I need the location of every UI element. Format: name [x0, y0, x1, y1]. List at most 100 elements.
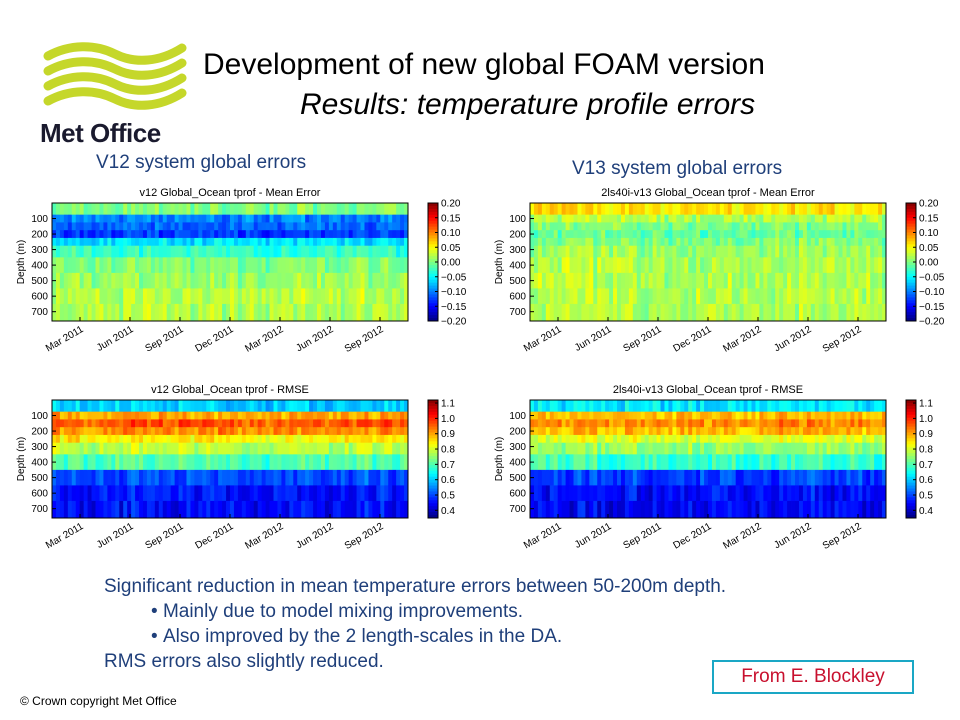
heatmap-cell: [317, 427, 322, 436]
heatmap-cell: [360, 230, 365, 239]
heatmap-cell: [364, 288, 369, 305]
heatmap-cell: [593, 237, 598, 247]
heatmap-cell: [771, 469, 776, 486]
colorbar-segment: [906, 318, 916, 322]
heatmap-cell: [577, 303, 582, 322]
colorbar-segment: [906, 411, 916, 416]
heatmap-cell: [553, 222, 559, 231]
heatmap-cell: [783, 427, 788, 436]
heatmap-cell: [620, 500, 626, 519]
colorbar-tick-label: 0.7: [919, 460, 933, 471]
heatmap-cell: [822, 427, 828, 436]
heatmap-cell: [281, 214, 286, 223]
heatmap-cell: [850, 427, 855, 436]
heatmap-cell: [708, 230, 713, 239]
heatmap-cell: [569, 434, 574, 444]
heatmap-cell: [751, 442, 756, 455]
heatmap-cell: [348, 237, 354, 247]
heatmap-cell: [123, 485, 128, 502]
heatmap-cell: [210, 469, 215, 486]
chart-title: v12 Global_Ocean tprof - Mean Error: [140, 187, 321, 199]
heatmap-cell: [368, 237, 373, 247]
heatmap-cell: [636, 419, 642, 428]
heatmap-cell: [202, 203, 207, 216]
heatmap-cell: [549, 434, 555, 444]
heatmap-cell: [846, 469, 851, 486]
heatmap-cell: [396, 222, 401, 231]
heatmap-cell: [194, 214, 199, 223]
heatmap-cell: [309, 222, 314, 231]
heatmap-cell: [107, 237, 112, 247]
heatmap-cell: [664, 222, 669, 231]
heatmap-cell: [218, 469, 223, 486]
heatmap-cell: [565, 257, 570, 274]
heatmap-cell: [842, 245, 847, 258]
heatmap-cell: [233, 469, 239, 486]
heatmap-cell: [802, 434, 808, 444]
heatmap-cell: [866, 442, 871, 455]
heatmap-cell: [862, 419, 867, 428]
heatmap-cell: [601, 454, 606, 471]
heatmap-cell: [561, 434, 566, 444]
heatmap-cell: [340, 257, 346, 274]
heatmap-cell: [182, 411, 187, 420]
heatmap-cell: [795, 411, 800, 420]
heatmap-cell: [127, 442, 132, 455]
heatmap-cell: [170, 500, 176, 519]
heatmap-cell: [723, 237, 729, 247]
heatmap-cell: [75, 400, 81, 413]
heatmap-cell: [810, 434, 816, 444]
heatmap-cell: [537, 411, 543, 420]
x-tick-label: Jun 2012: [294, 521, 336, 551]
heatmap-cell: [830, 411, 835, 420]
heatmap-cell: [380, 303, 385, 322]
heatmap-cell: [119, 214, 124, 223]
heatmap-cell: [368, 214, 373, 223]
heatmap-cell: [123, 500, 128, 519]
heatmap-cell: [281, 454, 286, 471]
heatmap-cell: [245, 419, 251, 428]
colorbar-segment: [906, 423, 916, 428]
heatmap-cell: [652, 485, 657, 502]
heatmap-cell: [285, 222, 290, 231]
heatmap-cell: [557, 469, 563, 486]
heatmap-cell: [404, 214, 409, 223]
heatmap-cell: [281, 237, 286, 247]
heatmap-cell: [237, 485, 243, 502]
heatmap-cell: [818, 288, 824, 305]
heatmap-cell: [289, 257, 294, 274]
heatmap-cell: [115, 469, 120, 486]
heatmap-cell: [150, 230, 156, 239]
heatmap-cell: [617, 288, 622, 305]
heatmap-cell: [771, 485, 776, 502]
heatmap-cell: [154, 419, 160, 428]
heatmap-cell: [605, 442, 610, 455]
heatmap-cell: [763, 400, 768, 413]
heatmap-cell: [640, 500, 646, 519]
heatmap-cell: [723, 442, 729, 455]
heatmap-cell: [696, 411, 701, 420]
heatmap-cell: [719, 442, 725, 455]
heatmap-cell: [55, 257, 61, 274]
heatmap-cell: [348, 230, 354, 239]
heatmap-cell: [810, 442, 816, 455]
heatmap-cell: [174, 230, 179, 239]
heatmap-cell: [198, 442, 203, 455]
heatmap-cell: [269, 500, 274, 519]
heatmap-cell: [352, 222, 357, 231]
heatmap-cell: [67, 288, 73, 305]
heatmap-cell: [565, 500, 570, 519]
heatmap-cell: [541, 214, 547, 223]
heatmap-cell: [198, 272, 203, 289]
heatmap-cell: [743, 469, 748, 486]
heatmap-cell: [680, 500, 685, 519]
heatmap-cell: [696, 442, 701, 455]
heatmap-cell: [585, 419, 590, 428]
heatmap-cell: [178, 411, 183, 420]
heatmap-cell: [87, 237, 92, 247]
x-tick-label: Mar 2011: [522, 521, 564, 551]
heatmap-cell: [731, 303, 737, 322]
heatmap-cell: [119, 411, 124, 420]
heatmap-cell: [561, 214, 566, 223]
colorbar-segment: [428, 408, 438, 413]
